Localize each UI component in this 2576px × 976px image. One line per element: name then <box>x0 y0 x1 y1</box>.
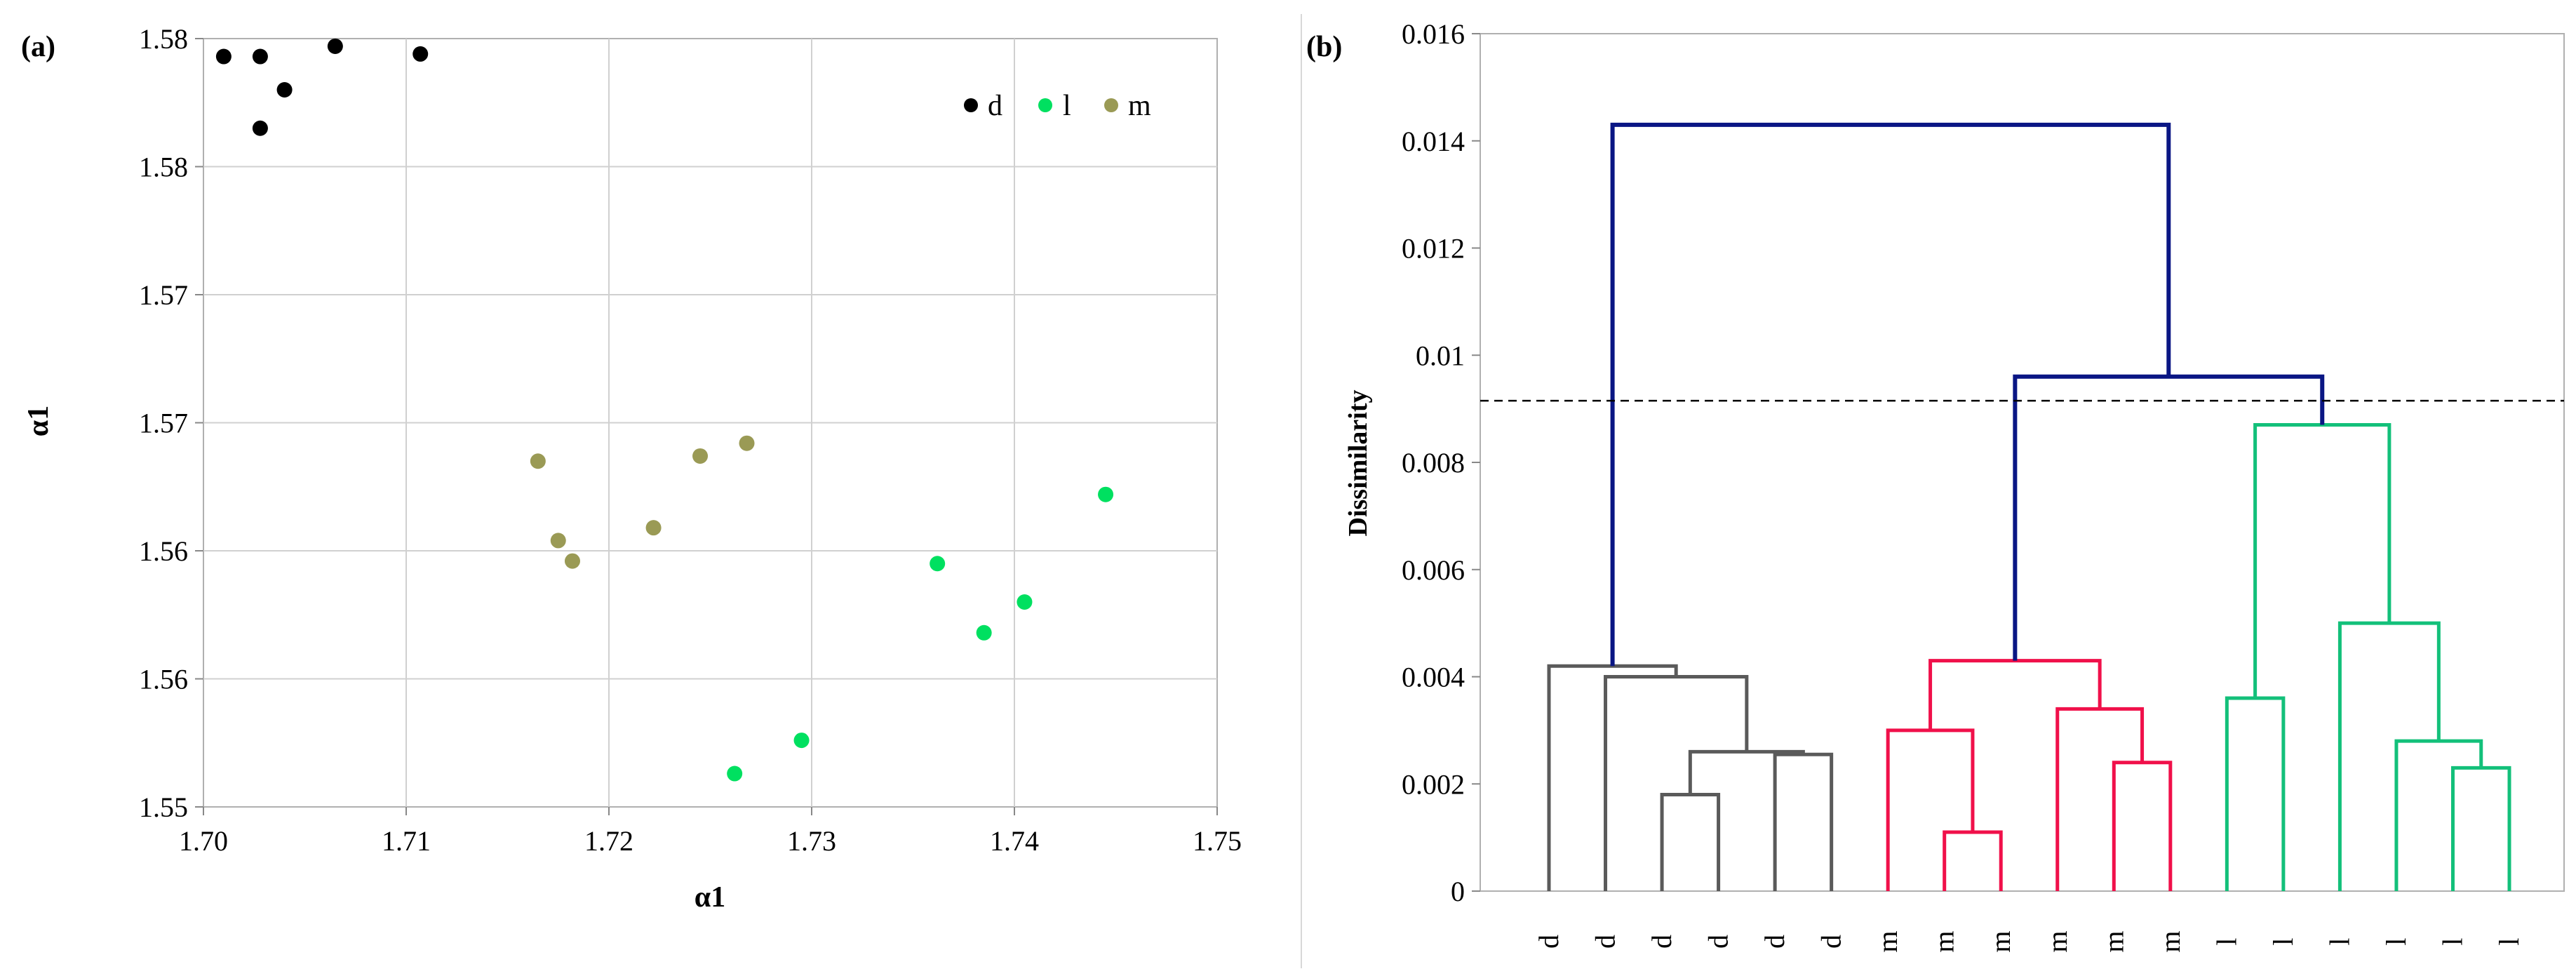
panel-a-x-tick-label: 1.74 <box>990 825 1039 857</box>
dendrogram-link-Nl <box>2253 423 2391 699</box>
dendrogram-link-N2 <box>1773 752 1834 891</box>
panel-a-x-axis-label: α1 <box>695 881 725 914</box>
leaf-label-m: m <box>1872 930 1903 952</box>
panel-a-legend: d l m <box>964 90 1151 122</box>
leaf-label-m: m <box>2098 930 2129 952</box>
leaf-label-m: m <box>2154 930 2186 952</box>
panel-b-plot-frame <box>1480 33 2565 892</box>
dendrogram-link-N12 <box>2225 696 2286 891</box>
leaf-label-d: d <box>1816 935 1847 949</box>
panel-a: (a) 1.70 1.71 1.72 1.73 1.74 1.75 1.551.561.5… <box>21 23 1242 914</box>
scatter-point-d <box>215 48 232 65</box>
leaf-label-m: m <box>1985 930 2016 952</box>
leaf-label-m: m <box>2041 930 2073 952</box>
panel-b-y-tick-label: 0.016 <box>1402 18 1465 50</box>
dendrogram-link-N1 <box>1660 793 1721 891</box>
leaf-label-l: l <box>2380 937 2412 945</box>
leaf-label-m: m <box>1928 930 1960 952</box>
dendrogram-link-N4 <box>1604 675 1749 891</box>
scatter-point-d <box>327 38 343 54</box>
leaf-label-l: l <box>2323 937 2355 945</box>
panel-b-y-tick-label: 0.002 <box>1402 768 1465 800</box>
panel-b-y-tick-label: 0.004 <box>1402 662 1465 693</box>
scatter-point-d <box>276 82 293 98</box>
scatter-point-m <box>550 533 566 549</box>
dendrogram-link-Nm <box>1928 659 2102 730</box>
dendrogram-link-N11 <box>2337 621 2441 891</box>
panel-b-y-ticks: 0 0.002 0.004 0.006 0.008 0.01 0.012 0.014 0.016 <box>1402 18 1480 907</box>
panel-a-y-tick-label: 1.57 <box>139 408 188 439</box>
panel-b-y-tick-label: 0.008 <box>1402 447 1465 479</box>
panel-b: (b) 00.0020.0040.0060.0080.010.0120.0140… <box>1306 18 2565 953</box>
scatter-point-l <box>1098 486 1114 502</box>
dendrogram-link-N7 <box>2112 761 2173 891</box>
scatter-point-m <box>564 553 580 569</box>
scatter-point-l <box>793 733 810 749</box>
legend-label-d: d <box>988 90 1002 122</box>
legend-marker-d <box>964 98 978 112</box>
dendrogram-links <box>1547 122 2511 891</box>
panel-a-y-tick-label: 1.56 <box>139 535 188 567</box>
panel-a-x-tick-label: 1.75 <box>1193 825 1242 857</box>
panel-a-x-tick-label: 1.70 <box>179 825 228 857</box>
dendrogram-link-N6 <box>1886 728 1975 891</box>
panel-b-y-axis-label: Dissimilarity <box>1343 390 1373 537</box>
scatter-point-l <box>976 624 992 641</box>
panel-a-y-tick-label: 1.56 <box>139 664 188 695</box>
leaf-label-l: l <box>2211 937 2242 945</box>
leaf-label-d: d <box>1759 935 1790 949</box>
panel-b-y-tick-label: 0 <box>1451 876 1465 907</box>
leaf-label-l: l <box>2436 937 2468 945</box>
scatter-point-l <box>727 766 743 782</box>
panel-a-y-tick-label: 1.57 <box>139 279 188 311</box>
leaf-label-d: d <box>1646 935 1677 949</box>
leaf-label-l: l <box>2267 937 2299 945</box>
scatter-point-m <box>739 435 755 451</box>
dendrogram-link-Nml <box>2013 374 2325 661</box>
panel-b-y-tick-label: 0.012 <box>1402 233 1465 265</box>
scatter-point-m <box>530 453 546 469</box>
panel-a-label: (a) <box>21 31 55 63</box>
panel-a-y-tick-label: 1.55 <box>139 791 188 823</box>
dendrogram-link-N5 <box>1943 830 2003 891</box>
panel-a-y-tick-label: 1.58 <box>139 152 188 183</box>
panel-a-y-axis-label: α1 <box>22 406 55 436</box>
panel-a-x-tick-label: 1.72 <box>584 825 633 857</box>
leaf-label-d: d <box>1590 935 1621 949</box>
panel-a-gridlines <box>203 39 1217 807</box>
legend-marker-m <box>1104 98 1118 112</box>
scatter-point-d <box>252 48 268 65</box>
legend-label-l: l <box>1063 90 1071 122</box>
panel-a-x-ticks: 1.70 1.71 1.72 1.73 1.74 1.75 <box>179 807 1242 857</box>
dendrogram-link-N8 <box>2055 707 2145 891</box>
panel-b-label: (b) <box>1306 31 1342 63</box>
scatter-point-d <box>252 120 268 136</box>
scatter-point-l <box>930 556 946 572</box>
dendrogram-link-N9 <box>2450 766 2511 891</box>
panel-a-y-tick-label: 1.58 <box>139 23 188 55</box>
scatter-point-m <box>692 448 709 464</box>
panel-b-y-tick-label: 0.014 <box>1402 126 1465 157</box>
scatter-point-d <box>412 46 429 62</box>
scatter-point-m <box>645 520 662 536</box>
panel-a-y-ticks: 1.55 1.56 1.56 1.57 1.57 1.58 1.58 <box>139 23 203 823</box>
legend-marker-l <box>1038 98 1052 112</box>
panel-a-x-tick-label: 1.73 <box>787 825 836 857</box>
legend-label-m: m <box>1128 90 1151 122</box>
scatter-point-l <box>1017 594 1033 610</box>
dendrogram-link-N3 <box>1688 749 1805 795</box>
panel-a-points <box>215 38 1114 782</box>
leaf-label-l: l <box>2493 937 2525 945</box>
dendrogram-link-Nd <box>1547 664 1678 891</box>
dendrogram-link-Root <box>1610 122 2171 667</box>
panel-b-y-tick-label: 0.01 <box>1416 340 1465 371</box>
panel-b-y-tick-label: 0.006 <box>1402 554 1465 586</box>
leaf-label-d: d <box>1533 935 1564 949</box>
dendrogram-link-N10 <box>2394 739 2483 891</box>
panel-a-x-tick-label: 1.71 <box>382 825 431 857</box>
leaf-label-d: d <box>1703 935 1734 949</box>
